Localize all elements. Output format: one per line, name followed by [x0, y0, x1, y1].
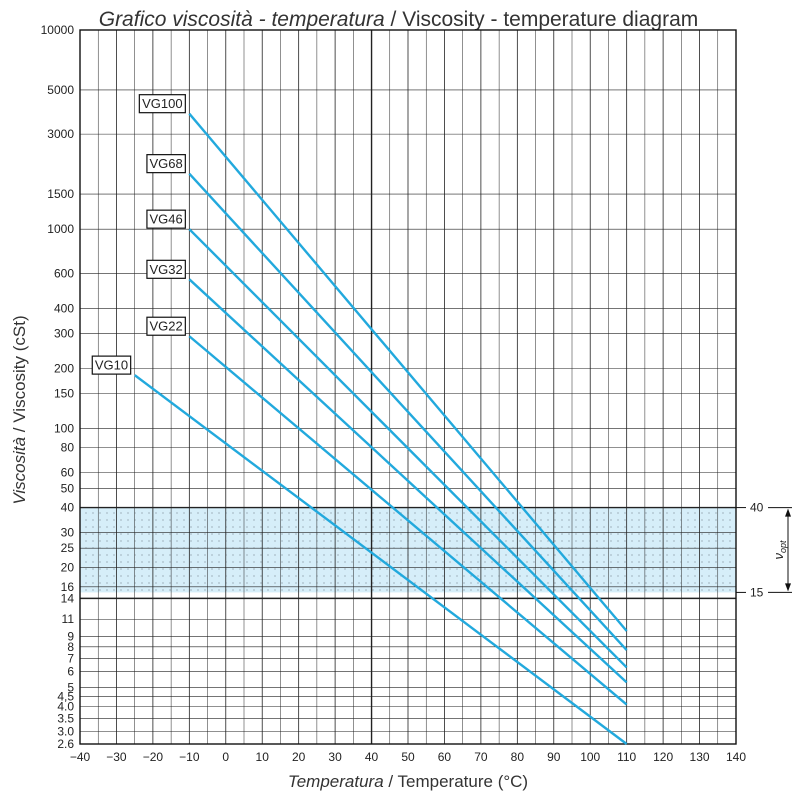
- y-tick-label: 300: [54, 326, 74, 340]
- y-tick-label: 14: [61, 591, 75, 605]
- y-tick-label: 3000: [47, 127, 74, 141]
- series-label-vg32: VG32: [150, 262, 183, 277]
- series-label-vg68: VG68: [150, 156, 183, 171]
- y-tick-label: 5: [67, 680, 74, 694]
- x-tick-label: 80: [511, 750, 525, 764]
- y-tick-label: 16: [61, 580, 75, 594]
- y-tick-label: 400: [54, 301, 74, 315]
- y-tick-label: 9: [67, 630, 74, 644]
- series-label-box: [146, 316, 186, 336]
- x-tick-label: 90: [547, 750, 561, 764]
- y-axis-label: Viscosità / Viscosity (cSt): [10, 315, 29, 505]
- y-tick-label: 100: [54, 421, 74, 435]
- x-tick-label: −10: [179, 750, 200, 764]
- series-line-vg100: [188, 112, 628, 632]
- y-tick-label: 11: [62, 612, 75, 626]
- plot-frame: [79, 29, 737, 745]
- x-tick-label: −20: [143, 750, 164, 764]
- x-tick-label: 140: [726, 750, 746, 764]
- x-tick-label: 110: [617, 750, 636, 764]
- y-tick-label: 50: [61, 481, 75, 495]
- chart-title: Grafico viscosità - temperatura / Viscos…: [98, 8, 699, 31]
- series-line-vg46: [188, 228, 628, 669]
- x-tick-label: 40: [365, 750, 379, 764]
- x-tick-label: 30: [328, 750, 342, 764]
- y-tick-label: 6: [67, 665, 74, 679]
- y-tick-label: 60: [61, 466, 75, 480]
- x-tick-label: 20: [292, 750, 306, 764]
- x-tick-label: 120: [653, 750, 673, 764]
- y-tick-label: 8: [67, 640, 74, 654]
- series-label-box: [146, 259, 186, 279]
- y-tick-label: 4.0: [57, 700, 74, 714]
- y-tick-label: 4,5: [57, 690, 74, 704]
- y-tick-label: 40: [61, 501, 75, 515]
- series-label-box: [146, 154, 186, 174]
- y-tick-label: 7: [67, 651, 74, 665]
- series-label-vg22: VG22: [150, 319, 183, 334]
- series-line-vg10: [133, 374, 628, 745]
- x-tick-label: 60: [438, 750, 452, 764]
- y-tick-label: 30: [61, 525, 75, 539]
- arrow-head-up: [785, 508, 791, 517]
- series-line-vg22: [188, 335, 628, 706]
- y-tick-label: 150: [54, 386, 74, 400]
- y-tick-label: 200: [54, 361, 74, 375]
- series-label-box: [146, 209, 186, 229]
- viscosity-temperature-chart: 2.63.03.54.04,55678911141620253040506080…: [41, 23, 792, 764]
- y-tick-label: 3.5: [57, 711, 74, 725]
- y-tick-label: 2.6: [57, 737, 74, 751]
- series-line-vg68: [188, 172, 628, 651]
- x-tick-label: 70: [474, 750, 488, 764]
- x-axis-label: Temperatura / Temperature (°C): [287, 772, 529, 791]
- x-tick-label: −40: [70, 750, 91, 764]
- y-tick-label: 3.0: [57, 725, 74, 739]
- y-tick-label: 1000: [47, 222, 74, 236]
- series-line-vg32: [188, 278, 628, 684]
- y-tick-label: 5000: [47, 83, 74, 97]
- y-tick-label: 25: [61, 541, 75, 555]
- x-tick-label: 10: [256, 750, 270, 764]
- band-lower-label: 15: [750, 585, 764, 599]
- series-label-vg10: VG10: [95, 358, 128, 373]
- nu-opt-label: νopt: [771, 540, 788, 560]
- series-label-vg46: VG46: [150, 212, 183, 227]
- x-tick-label: −30: [106, 750, 127, 764]
- arrow-head-down: [785, 583, 791, 592]
- series-label-box: [91, 355, 132, 375]
- x-tick-label: 50: [401, 750, 415, 764]
- x-tick-label: 0: [222, 750, 229, 764]
- y-tick-label: 10000: [41, 23, 75, 37]
- band-upper-label: 40: [750, 501, 764, 515]
- series-label-box: [138, 94, 186, 114]
- y-tick-label: 600: [54, 266, 74, 280]
- series-label-vg100: VG100: [142, 96, 182, 111]
- x-tick-label: 130: [690, 750, 710, 764]
- x-tick-label: 100: [580, 750, 600, 764]
- y-tick-label: 1500: [47, 187, 74, 201]
- y-tick-label: 20: [61, 561, 75, 575]
- y-tick-label: 80: [61, 441, 75, 455]
